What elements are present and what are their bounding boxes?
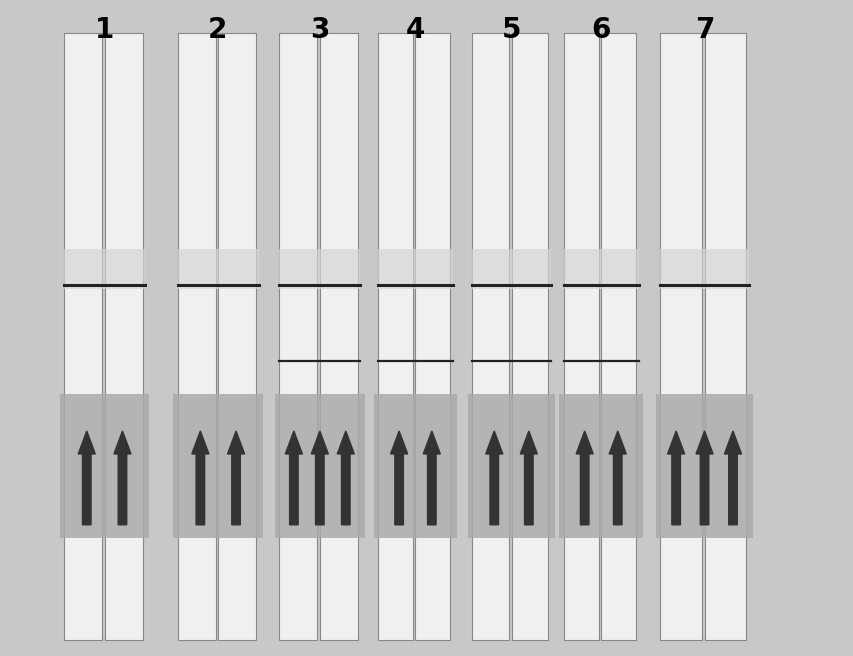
Bar <box>60 394 149 538</box>
Bar <box>659 33 701 640</box>
Bar <box>378 33 413 640</box>
Bar <box>472 33 508 640</box>
Bar <box>218 33 256 640</box>
FancyArrow shape <box>227 431 244 525</box>
Text: 6: 6 <box>591 16 610 45</box>
Bar <box>467 394 554 538</box>
Bar <box>177 33 216 640</box>
FancyArrow shape <box>311 431 328 525</box>
Bar <box>559 394 642 538</box>
FancyArrow shape <box>695 431 712 525</box>
Bar <box>64 33 102 640</box>
Text: 2: 2 <box>208 16 227 45</box>
FancyArrow shape <box>423 431 440 525</box>
Text: 4: 4 <box>405 16 424 45</box>
Text: 3: 3 <box>310 16 328 45</box>
Bar <box>279 33 317 640</box>
Bar <box>563 249 638 289</box>
Bar <box>659 249 748 289</box>
Text: 1: 1 <box>95 16 113 45</box>
Bar <box>472 249 550 289</box>
FancyArrow shape <box>667 431 684 525</box>
Bar <box>173 394 263 538</box>
Bar <box>279 249 360 289</box>
FancyArrow shape <box>113 431 131 525</box>
FancyArrow shape <box>608 431 625 525</box>
FancyArrow shape <box>285 431 302 525</box>
Bar <box>563 33 598 640</box>
Bar <box>64 249 145 289</box>
Bar <box>655 394 752 538</box>
Bar <box>601 33 635 640</box>
FancyArrow shape <box>485 431 502 525</box>
Text: 5: 5 <box>502 16 520 45</box>
Bar <box>177 249 258 289</box>
FancyArrow shape <box>390 431 407 525</box>
Bar <box>374 394 456 538</box>
Bar <box>511 33 548 640</box>
FancyArrow shape <box>576 431 593 525</box>
FancyArrow shape <box>723 431 740 525</box>
Text: 7: 7 <box>694 16 713 45</box>
Bar <box>320 33 357 640</box>
Bar <box>704 33 746 640</box>
Bar <box>275 394 364 538</box>
FancyArrow shape <box>192 431 209 525</box>
Bar <box>378 249 452 289</box>
Bar <box>415 33 450 640</box>
FancyArrow shape <box>337 431 354 525</box>
FancyArrow shape <box>519 431 537 525</box>
FancyArrow shape <box>78 431 96 525</box>
Bar <box>104 33 142 640</box>
